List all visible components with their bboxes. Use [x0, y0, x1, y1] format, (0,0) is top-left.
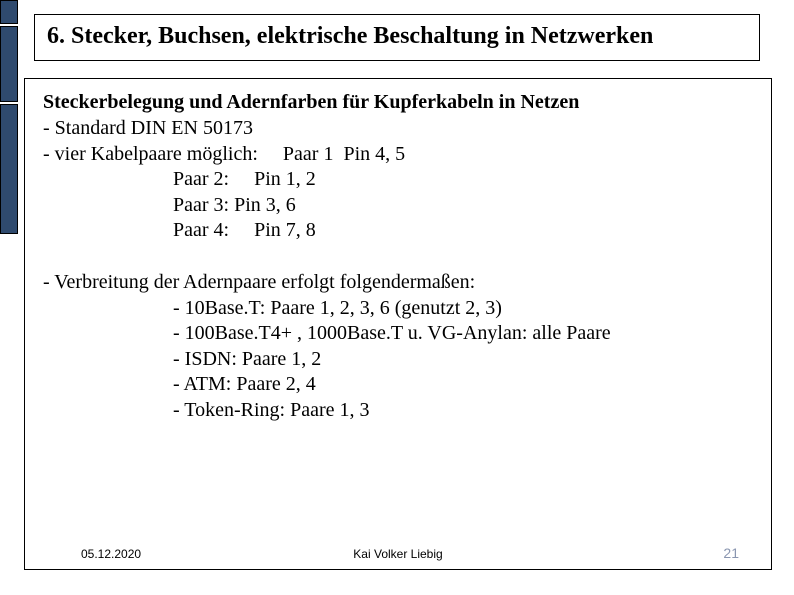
slide-title: 6. Stecker, Buchsen, elektrische Beschal… — [47, 23, 747, 50]
side-accent-seg — [0, 0, 18, 24]
content-line: - ISDN: Paare 1, 2 — [43, 347, 753, 373]
content-line: - Token-Ring: Paare 1, 3 — [43, 398, 753, 424]
content-line: - 100Base.T4+ , 1000Base.T u. VG-Anylan:… — [43, 321, 753, 347]
content-line: - Verbreitung der Adernpaare erfolgt fol… — [43, 270, 753, 296]
content-line: - 10Base.T: Paare 1, 2, 3, 6 (genutzt 2,… — [43, 296, 753, 322]
footer-page-number: 21 — [723, 545, 739, 561]
side-accent-seg — [0, 104, 18, 234]
content-line: Paar 3: Pin 3, 6 — [43, 193, 753, 219]
content-line: - ATM: Paare 2, 4 — [43, 372, 753, 398]
footer-author: Kai Volker Liebig — [43, 547, 753, 561]
content-line: - vier Kabelpaare möglich: Paar 1 Pin 4,… — [43, 142, 753, 168]
side-accent-bar — [0, 0, 18, 235]
content-line: Paar 4: Pin 7, 8 — [43, 218, 753, 244]
side-accent-seg — [0, 26, 18, 102]
slide-footer: 05.12.2020 Kai Volker Liebig 21 — [43, 541, 753, 563]
content-subheading: Steckerbelegung und Adernfarben für Kupf… — [43, 91, 753, 114]
content-line: Paar 2: Pin 1, 2 — [43, 167, 753, 193]
content-line: - Standard DIN EN 50173 — [43, 116, 753, 142]
slide-content-box: Steckerbelegung und Adernfarben für Kupf… — [24, 78, 772, 570]
slide-title-box: 6. Stecker, Buchsen, elektrische Beschal… — [34, 14, 760, 61]
